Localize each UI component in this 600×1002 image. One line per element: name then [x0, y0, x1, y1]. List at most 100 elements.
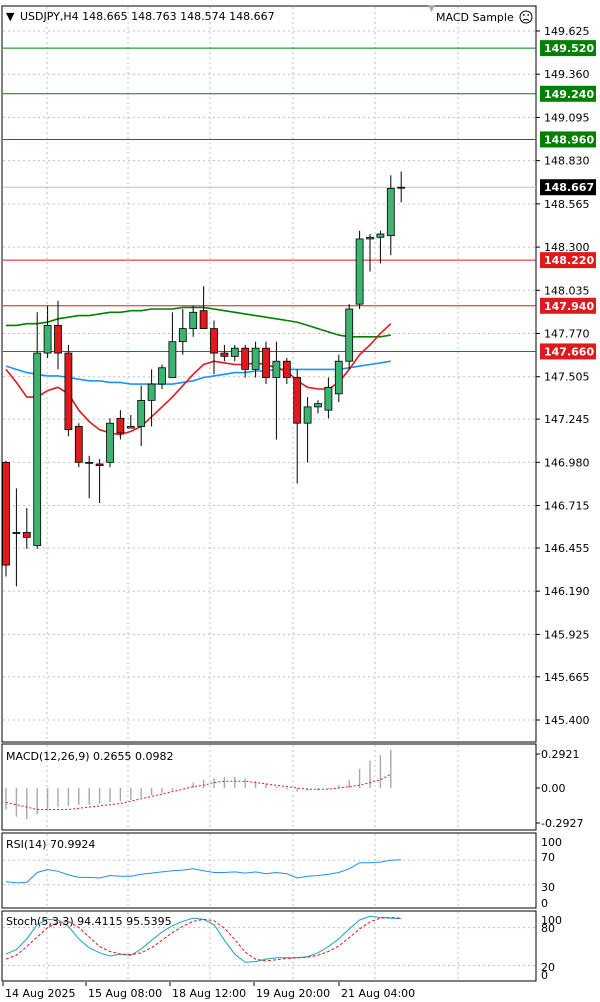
rsi-axis-label: 30	[541, 881, 555, 894]
candle-bear	[282, 360, 291, 378]
price-axis: 149.625 149.360 149.095 148.830 148.565 148.3…	[536, 25, 590, 727]
axis-price-label: 146.715	[544, 500, 590, 513]
price-tag-label: 148.667	[544, 181, 594, 194]
price-tag-support	[540, 297, 596, 314]
axis-price-label: 148.035	[544, 284, 590, 297]
candle-bear	[74, 426, 83, 463]
stoch-axis-label: 20	[541, 961, 555, 974]
candle-bull	[355, 238, 364, 305]
price-tag-support	[540, 252, 596, 269]
candle-bull	[43, 324, 52, 354]
candle-bear	[64, 352, 73, 431]
candle-bull	[272, 360, 281, 378]
axis-price-label: 145.925	[544, 628, 590, 641]
macd-signal-line	[5, 773, 392, 810]
candle-bull	[345, 308, 354, 362]
axis-price-label: 146.455	[544, 542, 590, 555]
sad-face-icon[interactable]	[519, 10, 533, 24]
candle-bull	[158, 367, 166, 385]
stoch-axis-label: 80	[541, 922, 555, 935]
axis-price-label: 146.980	[544, 456, 590, 469]
expert-name: MACD Sample	[436, 11, 514, 24]
candle-bull	[230, 347, 239, 357]
macd-panel[interactable]	[1, 743, 537, 831]
candle-bear	[116, 417, 125, 434]
candle-bear	[220, 352, 229, 357]
stoch-k-line	[5, 915, 402, 963]
rsi-axis-label: 70	[541, 851, 555, 864]
symbol-arrow-icon[interactable]: ▼	[6, 10, 15, 23]
time-label: 14 Aug 2025	[5, 987, 75, 1000]
rsi-title: RSI(14) 70.9924	[6, 838, 95, 851]
indicator-arrow-icon: ▼	[428, 4, 435, 14]
macd-title: MACD(12,26,9) 0.2655 0.0982	[6, 750, 174, 763]
candle-bear	[241, 347, 250, 370]
candle-bull	[168, 341, 177, 378]
candle-bull	[137, 399, 146, 427]
rsi-line	[5, 859, 402, 884]
axis-price-label: 149.625	[544, 25, 590, 38]
axis-price-label: 147.245	[544, 413, 590, 426]
price-tag-support	[540, 343, 596, 360]
candle-bull	[314, 403, 322, 408]
macd-axis-label: 0.00	[541, 782, 566, 795]
price-tag-label: 148.960	[544, 133, 594, 146]
candle-bear	[293, 377, 302, 424]
axis-price-label: 147.770	[544, 328, 590, 341]
rsi-axis-label: 0	[541, 897, 548, 910]
candle-bull	[33, 352, 42, 546]
axis-price-label: 145.400	[544, 714, 590, 727]
candle-bull	[12, 532, 21, 534]
candle-bull	[178, 328, 187, 343]
rsi-drawing: 100 70 30 0	[3, 836, 562, 910]
stoch-axis-label: 0	[541, 969, 548, 982]
stoch-axis-label: 100	[541, 914, 562, 927]
candle-bear	[262, 347, 270, 378]
price-tag-label: 147.660	[544, 345, 594, 358]
axis-price-label: 148.300	[544, 241, 590, 254]
rsi-panel[interactable]	[1, 832, 537, 909]
ma-mid-line	[6, 306, 391, 338]
candle-bear	[54, 324, 62, 354]
candle-bear	[95, 463, 104, 467]
candle-bull	[189, 311, 198, 330]
axis-price-label: 147.505	[544, 371, 590, 384]
time-label: 21 Aug 04:00	[341, 987, 415, 1000]
price-tags: 149.520 149.240 148.960 148.667 148.220 147.9…	[540, 40, 596, 360]
candle-bull	[303, 406, 312, 424]
macd-axis-label: 0.2921	[541, 748, 580, 761]
candle-bear	[199, 310, 208, 330]
axis-price-label: 148.565	[544, 198, 590, 211]
stoch-title: Stoch(5,3,3) 94.4115 95.5395	[6, 915, 172, 928]
rsi-axis-label: 100	[541, 836, 562, 849]
candle-bear	[2, 461, 10, 566]
candle-bear	[210, 328, 218, 354]
time-axis: 14 Aug 2025 15 Aug 08:00 18 Aug 12:00 19 Au…	[2, 982, 415, 1000]
candle-bull	[376, 233, 385, 238]
candle-bear	[22, 532, 31, 538]
price-tag-label: 149.520	[544, 42, 594, 55]
axis-price-label: 145.665	[544, 671, 590, 684]
axis-price-label: 148.830	[544, 155, 590, 168]
candle-bull	[366, 236, 374, 240]
axis-price-label: 149.360	[544, 68, 590, 81]
candle-bull	[386, 187, 395, 237]
candles	[2, 171, 406, 587]
candle-bull	[106, 422, 114, 463]
axis-price-label: 146.190	[544, 585, 590, 598]
macd-drawing: 0.2921 0.00 -0.2927	[5, 748, 583, 830]
price-tag-label: 149.240	[544, 88, 594, 101]
price-tag-current	[540, 179, 596, 196]
candle-bull	[324, 386, 333, 411]
axis-price-label: 149.095	[544, 111, 590, 124]
time-label: 18 Aug 12:00	[172, 987, 246, 1000]
candle-bull	[147, 383, 156, 401]
candle-bull	[85, 461, 94, 464]
candle-bull	[334, 360, 343, 395]
price-tag-resistance	[540, 85, 596, 102]
stoch-panel[interactable]	[1, 910, 537, 982]
time-label: 15 Aug 08:00	[88, 987, 162, 1000]
price-tag-label: 147.940	[544, 300, 594, 313]
